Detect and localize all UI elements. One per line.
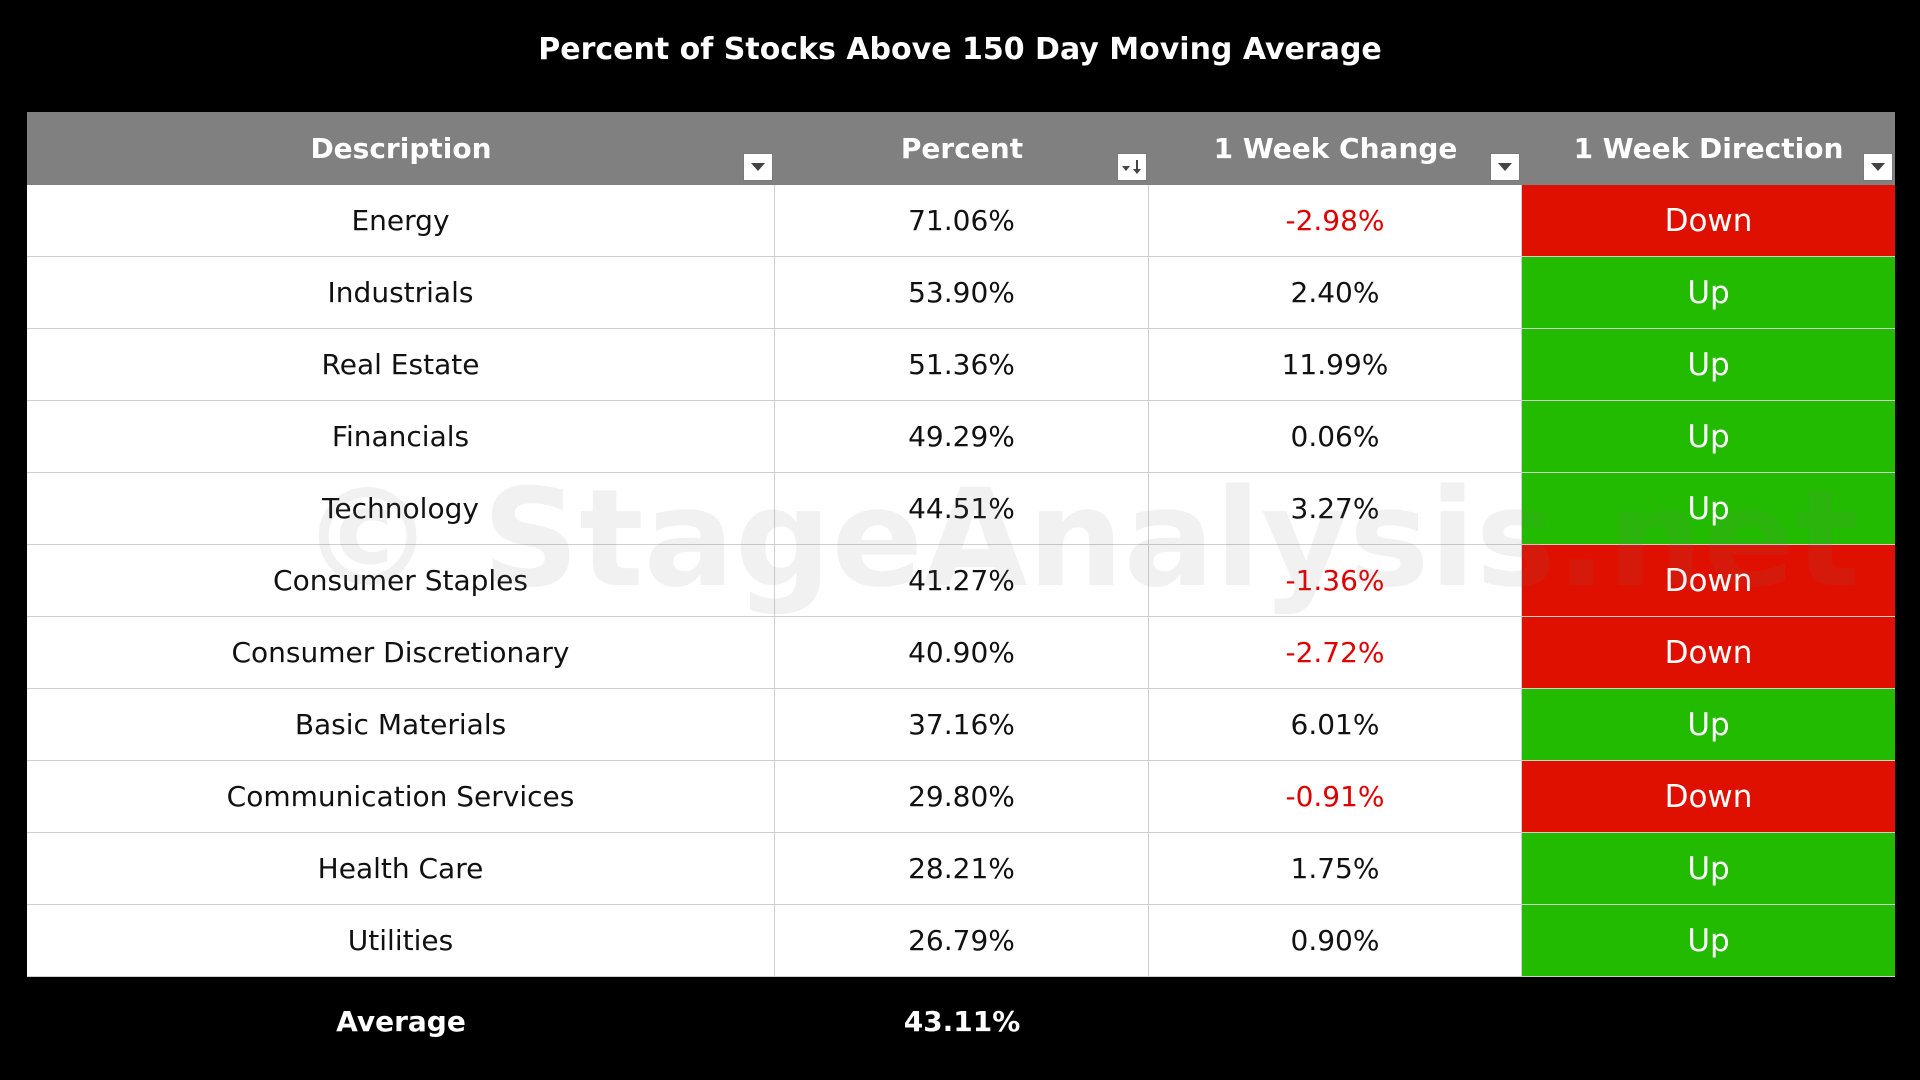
cell-week-direction: Down bbox=[1522, 761, 1895, 833]
table-header-row: Description Percent 1 Week Change bbox=[27, 112, 1895, 185]
cell-week-change: 0.06% bbox=[1149, 401, 1522, 473]
cell-percent: 71.06% bbox=[775, 185, 1149, 257]
cell-percent: 26.79% bbox=[775, 905, 1149, 977]
cell-week-direction: Down bbox=[1522, 185, 1895, 257]
cell-description: Utilities bbox=[27, 905, 775, 977]
chart-title: Percent of Stocks Above 150 Day Moving A… bbox=[538, 32, 1382, 67]
table-row: Technology 44.51% 3.27% Up bbox=[27, 473, 1895, 545]
cell-week-change: 6.01% bbox=[1149, 689, 1522, 761]
cell-description: Consumer Staples bbox=[27, 545, 775, 617]
cell-week-change: 11.99% bbox=[1149, 329, 1522, 401]
cell-description: Communication Services bbox=[27, 761, 775, 833]
cell-percent: 51.36% bbox=[775, 329, 1149, 401]
cell-percent: 53.90% bbox=[775, 257, 1149, 329]
header-description-label: Description bbox=[310, 132, 492, 165]
table-row: Real Estate 51.36% 11.99% Up bbox=[27, 329, 1895, 401]
cell-week-direction: Down bbox=[1522, 545, 1895, 617]
header-week-change-label: 1 Week Change bbox=[1213, 132, 1458, 165]
cell-week-change: 1.75% bbox=[1149, 833, 1522, 905]
cell-description: Energy bbox=[27, 185, 775, 257]
filter-dropdown-icon[interactable] bbox=[743, 153, 773, 181]
table-row: Consumer Staples 41.27% -1.36% Down bbox=[27, 545, 1895, 617]
table-row: Financials 49.29% 0.06% Up bbox=[27, 401, 1895, 473]
cell-percent: 40.90% bbox=[775, 617, 1149, 689]
filter-dropdown-icon[interactable] bbox=[1863, 153, 1893, 181]
footer-label: Average bbox=[336, 1004, 466, 1038]
header-week-direction: 1 Week Direction bbox=[1522, 112, 1895, 185]
cell-week-change: 0.90% bbox=[1149, 905, 1522, 977]
header-week-change: 1 Week Change bbox=[1149, 112, 1522, 185]
table-body: Energy 71.06% -2.98% Down Industrials 53.90% 2… bbox=[27, 185, 1895, 977]
table-footer-row: Average 43.11% bbox=[27, 977, 1895, 1065]
cell-week-change: -1.36% bbox=[1149, 545, 1522, 617]
cell-week-direction: Up bbox=[1522, 689, 1895, 761]
cell-description: Technology bbox=[27, 473, 775, 545]
header-description: Description bbox=[27, 112, 775, 185]
cell-percent: 28.21% bbox=[775, 833, 1149, 905]
cell-description: Consumer Discretionary bbox=[27, 617, 775, 689]
cell-description: Real Estate bbox=[27, 329, 775, 401]
cell-week-direction: Up bbox=[1522, 329, 1895, 401]
data-table: Description Percent 1 Week Change bbox=[27, 112, 1895, 1065]
cell-week-direction: Up bbox=[1522, 833, 1895, 905]
cell-week-change: 2.40% bbox=[1149, 257, 1522, 329]
cell-description: Health Care bbox=[27, 833, 775, 905]
cell-percent: 41.27% bbox=[775, 545, 1149, 617]
header-percent-label: Percent bbox=[900, 132, 1024, 165]
cell-description: Financials bbox=[27, 401, 775, 473]
cell-week-change: -2.98% bbox=[1149, 185, 1522, 257]
table-row: Basic Materials 37.16% 6.01% Up bbox=[27, 689, 1895, 761]
table-row: Utilities 26.79% 0.90% Up bbox=[27, 905, 1895, 977]
table-row: Communication Services 29.80% -0.91% Down bbox=[27, 761, 1895, 833]
table-row: Consumer Discretionary 40.90% -2.72% Down bbox=[27, 617, 1895, 689]
cell-week-direction: Up bbox=[1522, 401, 1895, 473]
cell-percent: 44.51% bbox=[775, 473, 1149, 545]
filter-dropdown-icon[interactable] bbox=[1490, 153, 1520, 181]
cell-description: Industrials bbox=[27, 257, 775, 329]
cell-percent: 49.29% bbox=[775, 401, 1149, 473]
cell-week-direction: Up bbox=[1522, 473, 1895, 545]
sort-descending-filter-icon[interactable] bbox=[1117, 153, 1147, 181]
table-row: Industrials 53.90% 2.40% Up bbox=[27, 257, 1895, 329]
cell-week-change: -2.72% bbox=[1149, 617, 1522, 689]
cell-percent: 29.80% bbox=[775, 761, 1149, 833]
cell-week-direction: Up bbox=[1522, 257, 1895, 329]
cell-percent: 37.16% bbox=[775, 689, 1149, 761]
footer-average-value: 43.11% bbox=[903, 1004, 1021, 1038]
cell-week-change: -0.91% bbox=[1149, 761, 1522, 833]
table-row: Energy 71.06% -2.98% Down bbox=[27, 185, 1895, 257]
cell-description: Basic Materials bbox=[27, 689, 775, 761]
table-row: Health Care 28.21% 1.75% Up bbox=[27, 833, 1895, 905]
cell-week-direction: Down bbox=[1522, 617, 1895, 689]
cell-week-change: 3.27% bbox=[1149, 473, 1522, 545]
header-percent: Percent bbox=[775, 112, 1149, 185]
header-week-direction-label: 1 Week Direction bbox=[1573, 132, 1844, 165]
cell-week-direction: Up bbox=[1522, 905, 1895, 977]
